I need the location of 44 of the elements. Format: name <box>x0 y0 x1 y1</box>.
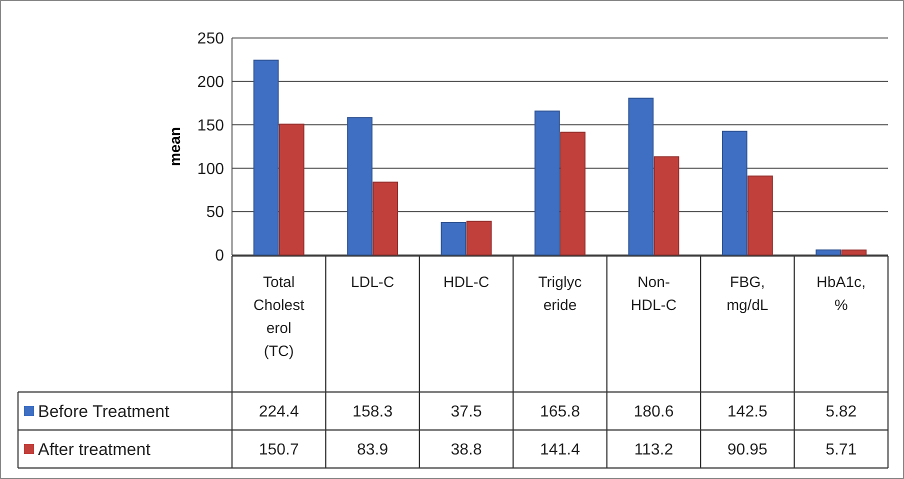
bar <box>816 249 842 256</box>
y-tick-label: 100 <box>197 160 224 178</box>
y-tick-label: 150 <box>197 117 224 134</box>
bar <box>841 250 867 256</box>
data-label: 5.82 <box>826 404 857 421</box>
data-label: 150.7 <box>258 442 299 459</box>
data-label: 37.5 <box>450 404 482 421</box>
bar <box>372 182 398 256</box>
bar <box>748 176 773 256</box>
bar <box>278 124 304 256</box>
bar <box>534 110 560 256</box>
y-tick-label: 250 <box>197 30 224 48</box>
x-tick-label: Triglyceride <box>538 274 582 314</box>
data-label: 158.3 <box>352 404 393 421</box>
data-label: 165.8 <box>540 404 580 421</box>
x-tick-label: Non-HDL-C <box>630 274 677 314</box>
data-label: 142.5 <box>727 404 768 421</box>
bar <box>440 222 466 256</box>
y-axis-title: mean <box>167 126 184 166</box>
data-label: 113.2 <box>634 442 674 459</box>
x-tick-label: FBG, mg/dL <box>726 274 768 314</box>
bar <box>654 156 680 256</box>
data-label: 83.9 <box>357 442 388 459</box>
bar <box>560 132 586 256</box>
data-label: 90.95 <box>727 442 768 459</box>
data-label: 38.8 <box>450 442 482 459</box>
y-tick-label: 50 <box>206 204 224 222</box>
legend-label: Before Treatment <box>38 402 170 421</box>
bar <box>466 220 492 256</box>
data-label: 5.71 <box>826 442 857 459</box>
bar <box>347 117 372 256</box>
bar <box>628 98 654 256</box>
data-label: 224.4 <box>258 404 299 421</box>
bar <box>722 130 748 256</box>
data-label: 180.6 <box>634 404 674 421</box>
x-tick-label: Total Cholesterol (TC) <box>253 274 306 360</box>
y-tick-label: 0 <box>215 248 224 265</box>
x-tick-label: LDL-C <box>350 274 394 291</box>
data-label: 141.4 <box>540 442 580 459</box>
y-tick-label: 200 <box>197 74 224 91</box>
legend-label: After treatment <box>38 440 151 459</box>
x-tick-label: HDL-C <box>443 274 490 291</box>
bar <box>253 60 279 256</box>
x-tick-label: HbA1c, % <box>816 274 866 314</box>
